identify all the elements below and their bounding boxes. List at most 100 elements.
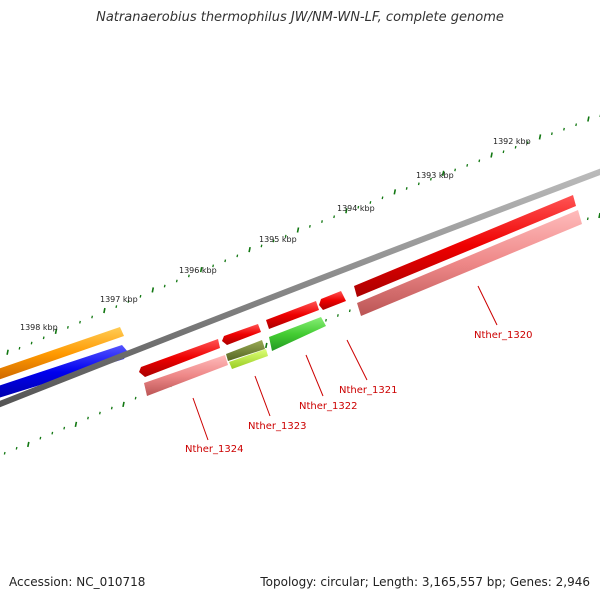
minor-tick bbox=[187, 274, 190, 278]
major-tick bbox=[490, 152, 493, 158]
minor-tick bbox=[405, 187, 408, 190]
minor-tick bbox=[454, 168, 457, 172]
major-tick bbox=[265, 342, 268, 349]
minor-tick bbox=[284, 234, 287, 238]
minor-tick bbox=[42, 336, 45, 340]
scale-label: 1394 kbp bbox=[337, 204, 375, 213]
minor-tick bbox=[526, 141, 529, 145]
minor-tick bbox=[51, 431, 54, 435]
major-tick bbox=[199, 266, 203, 273]
gene-label-1320: Nther_1320 bbox=[474, 330, 532, 341]
minor-tick bbox=[39, 436, 42, 440]
minor-tick bbox=[381, 196, 384, 200]
major-tick bbox=[441, 170, 445, 176]
major-tick bbox=[248, 246, 251, 253]
major-tick bbox=[538, 134, 542, 140]
scale-label: 1398 kbp bbox=[20, 323, 58, 332]
gene-arrow-red-1321[interactable] bbox=[319, 291, 346, 310]
accession-text: Accession: NC_010718 bbox=[9, 575, 146, 589]
minor-tick bbox=[563, 127, 565, 131]
minor-tick bbox=[575, 123, 578, 127]
gene-arrow-green-1322[interactable] bbox=[269, 317, 326, 351]
gene-label-1321: Nther_1321 bbox=[339, 385, 397, 396]
minor-tick bbox=[139, 294, 142, 298]
minor-tick bbox=[18, 346, 21, 350]
major-tick bbox=[587, 116, 590, 122]
leader-line-1322 bbox=[305, 354, 324, 397]
major-tick bbox=[54, 328, 58, 335]
scale-labels: 1392 kbp 1393 kbp 1394 kbp 1395 kbp 1396 kbp… bbox=[20, 137, 531, 332]
minor-tick bbox=[502, 150, 505, 154]
gene-arrow-red-1324[interactable] bbox=[139, 339, 220, 377]
minor-tick bbox=[91, 315, 94, 319]
scale-label: 1396 kbp bbox=[179, 266, 217, 275]
minor-tick bbox=[550, 132, 553, 136]
gene-arrow-red-1323[interactable] bbox=[222, 324, 261, 345]
gene-arrow-pink-1320[interactable] bbox=[357, 210, 582, 316]
minor-tick bbox=[325, 318, 327, 322]
scale-label: 1395 kbp bbox=[259, 235, 297, 244]
minor-tick bbox=[336, 314, 339, 317]
minor-tick bbox=[30, 341, 33, 345]
minor-tick bbox=[478, 159, 481, 163]
minor-tick bbox=[260, 244, 263, 248]
leader-line-1321 bbox=[346, 339, 368, 381]
minor-tick bbox=[466, 163, 469, 167]
minor-tick bbox=[127, 300, 130, 303]
minor-tick bbox=[79, 320, 81, 324]
minor-tick bbox=[212, 264, 215, 268]
minor-tick bbox=[417, 182, 420, 186]
major-tick bbox=[122, 401, 125, 408]
leader-line-1324 bbox=[192, 397, 209, 441]
minor-tick bbox=[357, 205, 360, 209]
minor-tick bbox=[272, 239, 275, 243]
gene-label-1324: Nther_1324 bbox=[185, 444, 243, 455]
label-leaders bbox=[192, 285, 498, 441]
leader-line-1323 bbox=[254, 375, 271, 417]
gene-arrow-blue[interactable] bbox=[0, 345, 128, 399]
major-tick bbox=[103, 307, 106, 314]
gene-arrow-pink-1324[interactable] bbox=[144, 355, 228, 396]
minor-tick bbox=[163, 284, 166, 288]
minor-tick bbox=[175, 279, 178, 283]
minor-tick bbox=[586, 217, 589, 221]
minor-tick bbox=[429, 177, 432, 181]
minor-tick bbox=[115, 305, 118, 309]
minor-tick bbox=[236, 254, 239, 258]
major-tick bbox=[74, 421, 78, 428]
leader-line-1320 bbox=[477, 285, 498, 326]
minor-tick bbox=[98, 411, 101, 415]
scale-label: 1393 kbp bbox=[416, 171, 454, 180]
genome-summary-text: Topology: circular; Length: 3,165,557 bp… bbox=[260, 575, 590, 589]
minor-tick bbox=[514, 145, 517, 149]
minor-tick bbox=[369, 201, 372, 204]
minor-tick bbox=[15, 446, 18, 450]
map-title: Natranaerobius thermophilus JW/NM-WN-LF,… bbox=[96, 10, 504, 25]
scale-label: 1397 kbp bbox=[100, 295, 138, 304]
gene-arrow-red-1322[interactable] bbox=[266, 301, 319, 329]
major-tick bbox=[6, 349, 9, 355]
major-tick bbox=[151, 287, 155, 293]
major-tick bbox=[345, 208, 348, 214]
gene-label-1323: Nther_1323 bbox=[248, 421, 306, 432]
minor-tick bbox=[348, 309, 351, 313]
minor-tick bbox=[110, 406, 113, 410]
scale-label: 1392 kbp bbox=[493, 137, 531, 146]
minor-tick bbox=[63, 426, 66, 430]
minor-tick bbox=[66, 325, 69, 329]
major-tick bbox=[27, 441, 30, 448]
gene-arrow-orange[interactable] bbox=[0, 327, 124, 381]
minor-tick bbox=[87, 416, 89, 420]
gene-arrow-olive-1323[interactable] bbox=[226, 340, 265, 361]
minor-tick bbox=[321, 220, 323, 223]
minor-tick bbox=[3, 451, 6, 455]
gene-arrow-red-1320[interactable] bbox=[354, 195, 576, 297]
minor-tick bbox=[224, 259, 227, 263]
minor-tick bbox=[308, 225, 311, 228]
outer-scale-ticks bbox=[6, 114, 600, 355]
major-tick bbox=[393, 189, 397, 195]
gene-label-1322: Nther_1322 bbox=[299, 401, 357, 412]
gene-arrow-lime-1323[interactable] bbox=[229, 349, 268, 369]
